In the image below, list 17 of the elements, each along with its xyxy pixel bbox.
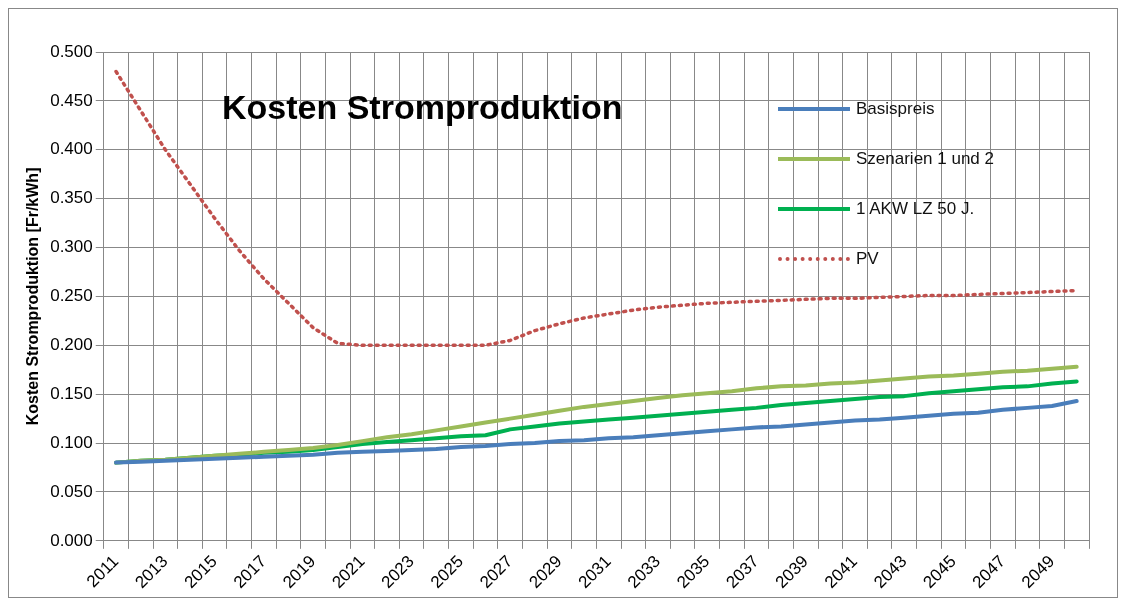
y-tick-label: 0.200 — [50, 334, 93, 354]
legend-label: Szenarien 1 und 2 — [856, 149, 994, 169]
legend-label: PV — [856, 249, 879, 269]
y-tick-label: 0.100 — [50, 432, 93, 452]
y-axis-title: Kosten Stromproduktion [Fr/kWh] — [24, 167, 42, 426]
y-tick-label: 0.000 — [50, 530, 93, 550]
y-tick-label: 0.050 — [50, 481, 93, 501]
y-tick-label: 0.150 — [50, 383, 93, 403]
y-tick-label: 0.500 — [50, 41, 93, 61]
y-tick-label: 0.300 — [50, 237, 93, 257]
y-tick-label: 0.450 — [50, 90, 93, 110]
legend-label: 1 AKW LZ 50 J. — [856, 199, 975, 219]
y-tick-label: 0.400 — [50, 139, 93, 159]
legend-label: Basispreis — [856, 99, 935, 119]
y-tick-label: 0.350 — [50, 188, 93, 208]
y-tick-label: 0.250 — [50, 286, 93, 306]
text: Kosten Stromproduktion — [222, 88, 623, 127]
